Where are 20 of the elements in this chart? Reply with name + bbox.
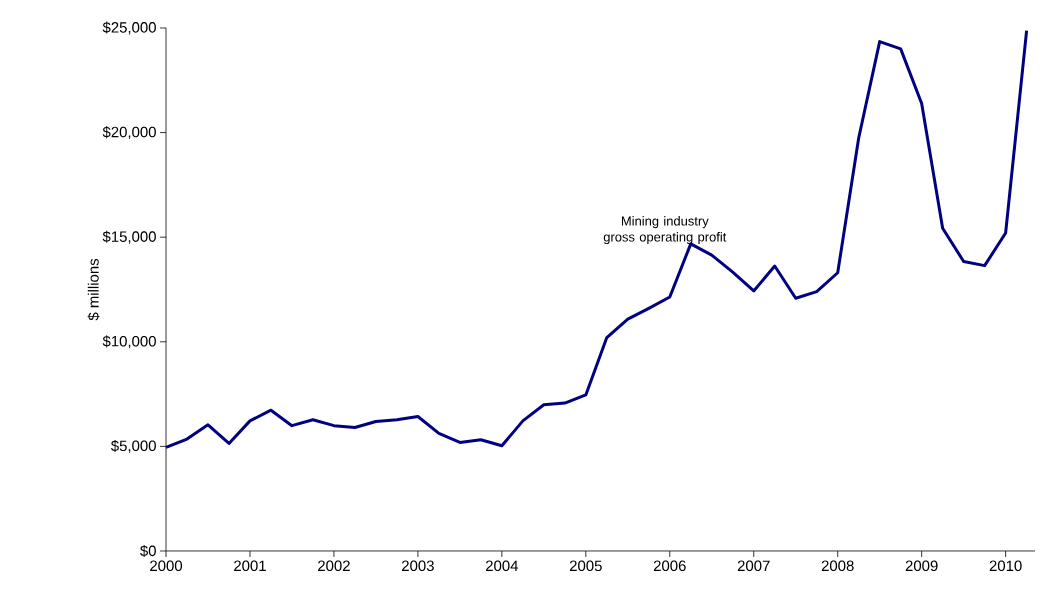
y-tick-label: $0 — [140, 544, 156, 558]
y-tick-label: $15,000 — [102, 230, 156, 244]
x-tick-label: 2009 — [905, 560, 938, 572]
x-tick-label: 2001 — [234, 560, 266, 572]
x-tick-label: 2000 — [150, 560, 183, 572]
series-label: Mining industry gross operating profit — [603, 216, 727, 245]
x-tick-label: 2008 — [821, 560, 854, 572]
x-tick-label: 2003 — [402, 560, 434, 572]
x-tick-label: 2007 — [737, 560, 770, 572]
y-axis-title: $ millions — [87, 258, 100, 321]
y-tick-label: $5,000 — [110, 439, 156, 453]
x-tick-label: 2005 — [569, 560, 602, 572]
x-tick-label: 2006 — [653, 560, 686, 572]
x-tick-label: 2010 — [989, 560, 1022, 572]
y-tick-label: $25,000 — [102, 21, 156, 35]
line-series — [164, 29, 1029, 449]
y-tick-label: $20,000 — [102, 126, 156, 140]
y-tick-label: $10,000 — [102, 335, 156, 349]
x-tick-label: 2004 — [485, 560, 519, 572]
x-tick-label: 2002 — [318, 560, 350, 572]
